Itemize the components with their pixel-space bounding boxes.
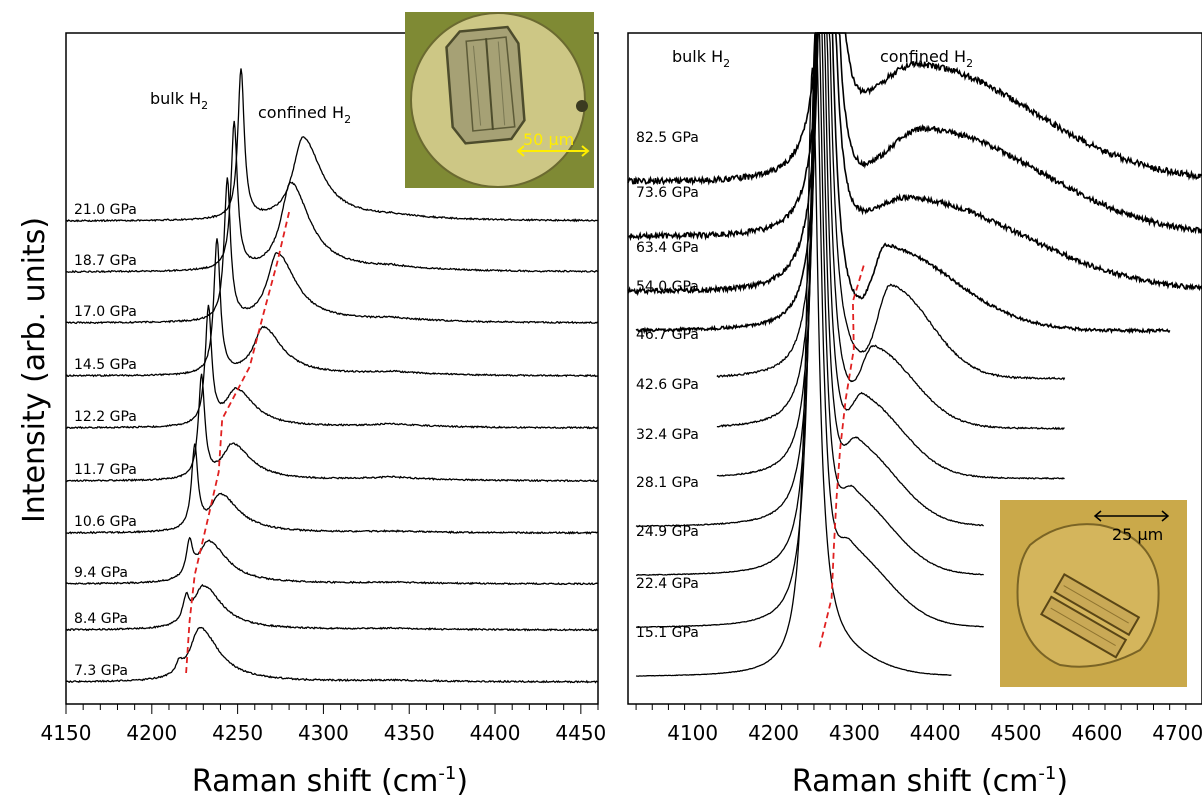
right-pressure-label: 28.1 GPa (636, 475, 699, 491)
right-x-ticks: 4100 4200 4300 4400 4500 4600 4700 (635, 704, 1202, 745)
right-pressure-labels: 82.5 GPa 73.6 GPa 63.4 GPa 54.0 GPa 46.7 GPa… (636, 130, 699, 641)
left-confined-annotation: confined H2 (258, 103, 351, 126)
left-pressure-label: 17.0 GPa (74, 304, 137, 320)
right-pressure-label: 32.4 GPa (636, 427, 699, 443)
right-confined-annotation: confined H2 (880, 47, 973, 70)
left-pressure-label: 7.3 GPa (74, 663, 128, 679)
right-pressure-label: 54.0 GPa (636, 279, 699, 295)
right-spectrum-trace (635, 32, 1171, 335)
left-spectra (65, 68, 599, 684)
left-x-ticks: 4150 4200 4250 4300 4350 4400 4450 (41, 704, 606, 745)
left-pressure-label: 9.4 GPa (74, 565, 128, 581)
left-scalebar-label: 50 μm (523, 130, 574, 149)
left-x-tick-label: 4350 (384, 721, 435, 745)
right-plot-frame (627, 32, 1202, 705)
left-pressure-label: 14.5 GPa (74, 357, 137, 373)
left-spectrum-trace (66, 177, 599, 325)
right-pressure-label: 15.1 GPa (636, 625, 699, 641)
left-spectrum-trace (65, 536, 599, 586)
right-pressure-label: 42.6 GPa (636, 377, 699, 393)
left-bulk-annotation: bulk H2 (150, 89, 208, 112)
left-pressure-labels: 21.0 GPa 18.7 GPa 17.0 GPa 14.5 GPa 12.2 GPa… (74, 202, 137, 679)
right-spectrum-trace (628, 32, 1202, 242)
right-x-axis-title: Raman shift (cm-1) (792, 763, 1068, 799)
left-spectrum-trace (65, 68, 599, 223)
left-spectrum-trace (65, 120, 599, 274)
right-x-tick-label: 4500 (991, 721, 1042, 745)
right-pressure-label: 73.6 GPa (636, 185, 699, 201)
right-guide-line (818, 262, 866, 648)
right-inset-micrograph: 25 μm (1000, 500, 1187, 687)
left-pressure-label: 12.2 GPa (74, 409, 137, 425)
right-bulk-annotation: bulk H2 (672, 47, 730, 70)
right-scalebar-label: 25 μm (1112, 525, 1163, 544)
left-spectrum-trace (65, 443, 599, 535)
right-pressure-label: 22.4 GPa (636, 576, 699, 592)
left-inset-micrograph: 50 μm (405, 12, 594, 188)
right-x-tick-label: 4100 (667, 721, 718, 745)
left-pressure-label: 8.4 GPa (74, 611, 128, 627)
left-x-tick-label: 4250 (212, 721, 263, 745)
right-pressure-label: 46.7 GPa (636, 327, 699, 343)
left-spectrum-trace (65, 583, 599, 632)
right-spectra (627, 31, 1202, 677)
left-x-tick-label: 4400 (470, 721, 521, 745)
right-x-tick-label: 4600 (1071, 721, 1122, 745)
left-x-tick-label: 4150 (41, 721, 92, 745)
right-spectrum-trace (716, 32, 1065, 431)
right-x-tick-label: 4200 (748, 721, 799, 745)
left-x-axis-title: Raman shift (cm-1) (192, 763, 468, 799)
right-spectrum-trace (627, 32, 1202, 297)
right-pressure-label: 63.4 GPa (636, 240, 699, 256)
left-spectrum-trace (65, 304, 599, 430)
right-spectrum-trace (716, 32, 1066, 381)
right-x-tick-label: 4400 (910, 721, 961, 745)
left-pressure-label: 10.6 GPa (74, 514, 137, 530)
left-x-tick-label: 4200 (126, 721, 177, 745)
left-guide-line (185, 211, 290, 674)
right-spectrum-trace (627, 32, 1202, 187)
right-spectrum-trace (636, 31, 984, 628)
right-x-tick-label: 4300 (829, 721, 880, 745)
left-pressure-label: 18.7 GPa (74, 253, 137, 269)
right-x-tick-label: 4700 (1152, 721, 1202, 745)
left-spectrum-trace (65, 626, 599, 684)
right-spectrum-trace (635, 67, 952, 677)
right-pressure-label: 24.9 GPa (636, 524, 699, 540)
right-confined-peak-guide (818, 262, 866, 648)
left-pressure-label: 11.7 GPa (74, 462, 137, 478)
left-confined-peak-guide (185, 211, 290, 674)
y-axis-title: Intensity (arb. units) (17, 217, 52, 523)
left-x-tick-label: 4300 (298, 721, 349, 745)
left-x-tick-label: 4450 (555, 721, 606, 745)
right-pressure-label: 82.5 GPa (636, 130, 699, 146)
left-spectrum-trace (65, 238, 599, 378)
left-pressure-label: 21.0 GPa (74, 202, 137, 218)
left-plot-frame (65, 32, 599, 705)
left-spectrum-trace (65, 373, 599, 483)
right-spectrum-trace (716, 32, 1065, 480)
